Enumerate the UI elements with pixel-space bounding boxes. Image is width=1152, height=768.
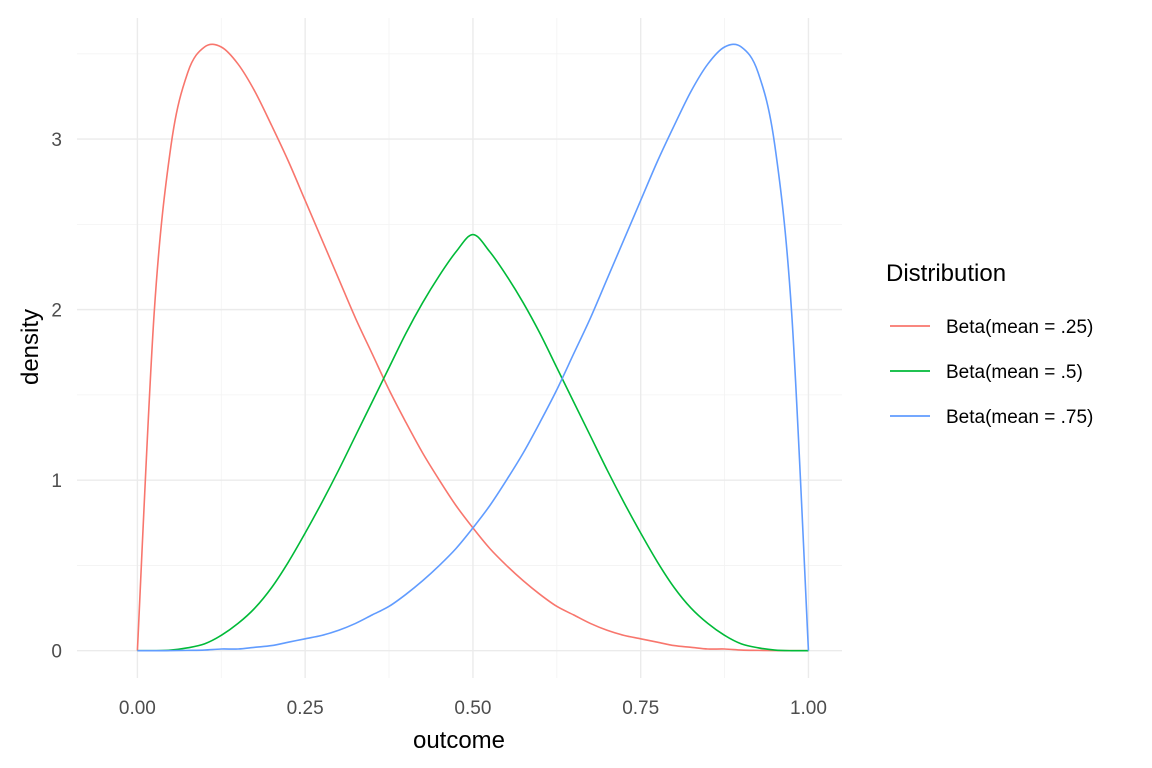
legend-title: Distribution — [886, 260, 1006, 287]
x-tick-label: 0.50 — [454, 698, 491, 719]
x-axis-ticks: 0.00 0.25 0.50 0.75 1.00 — [119, 698, 827, 719]
x-tick-label: 0.25 — [287, 698, 324, 719]
legend-label: Beta(mean = .25) — [946, 317, 1093, 338]
grid — [77, 18, 842, 678]
x-tick-label: 0.75 — [622, 698, 659, 719]
x-axis-title: outcome — [413, 727, 505, 754]
y-tick-label: 2 — [51, 301, 62, 322]
x-tick-label: 0.00 — [119, 698, 156, 719]
y-tick-label: 0 — [51, 642, 62, 663]
series-line-3 — [137, 43, 810, 652]
series-line-1 — [136, 43, 809, 652]
y-tick-label: 1 — [51, 471, 62, 492]
series-line-2 — [137, 233, 809, 652]
y-tick-label: 3 — [51, 130, 62, 151]
y-axis-ticks: 0 1 2 3 — [51, 130, 62, 663]
legend-label: Beta(mean = .75) — [946, 407, 1093, 428]
legend-items: Beta(mean = .25) Beta(mean = .5) Beta(mean… — [890, 317, 1093, 428]
legend-label: Beta(mean = .5) — [946, 362, 1083, 383]
x-tick-label: 1.00 — [790, 698, 827, 719]
y-axis-title: density — [17, 309, 44, 385]
series-lines — [136, 43, 810, 652]
legend: Distribution Beta(mean = .25)Beta(mean =… — [886, 260, 1093, 428]
